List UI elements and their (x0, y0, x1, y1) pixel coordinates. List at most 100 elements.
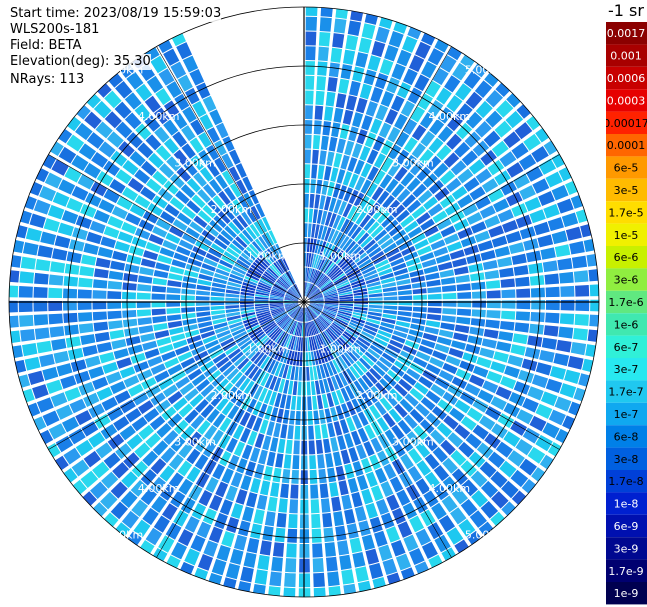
ray-cell (304, 134, 312, 149)
ray-cell (482, 259, 498, 271)
colorbar-swatch (606, 582, 647, 605)
ray-cell (349, 246, 362, 258)
ray-cell (358, 195, 370, 210)
ray-cell (513, 381, 530, 395)
ray-cell (191, 373, 206, 387)
ray-cell (508, 392, 526, 407)
ray-cell (107, 215, 124, 229)
ray-cell (379, 59, 394, 76)
ray-cell (258, 281, 272, 289)
ray-cell (158, 535, 175, 553)
ray-cell (380, 238, 394, 250)
ray-cell (258, 337, 270, 349)
ray-cell (107, 290, 122, 300)
ray-cell (383, 291, 398, 297)
ray-cell (562, 415, 575, 430)
ray-cell (324, 303, 339, 307)
ray-cell (235, 179, 248, 195)
ray-cell (452, 257, 467, 268)
ray-cell (305, 105, 314, 120)
ray-cell (321, 424, 329, 439)
ray-cell (272, 329, 283, 342)
ray-cell (100, 491, 118, 510)
ray-cell (465, 111, 483, 129)
ray-cell (410, 323, 425, 332)
ray-cell (307, 267, 311, 282)
ray-cell (397, 419, 412, 435)
ray-cell (318, 316, 329, 327)
ray-cell (456, 316, 471, 325)
ray-cell (411, 318, 426, 325)
ray-cell (230, 351, 244, 363)
ray-cell (350, 278, 365, 286)
ray-cell (318, 31, 331, 47)
ray-cell (171, 259, 187, 269)
ray-cell (92, 279, 108, 289)
ray-cell (309, 297, 324, 301)
ray-cell (317, 225, 324, 240)
ray-cell (292, 285, 301, 298)
ray-cell (454, 424, 471, 440)
colorbar-swatch (606, 447, 647, 470)
ray-cell (352, 249, 365, 261)
ray-cell (232, 218, 245, 232)
ray-cell (224, 225, 237, 239)
ray-cell (335, 465, 346, 481)
ray-cell (229, 548, 244, 565)
ray-cell (171, 33, 186, 47)
ray-cell (501, 501, 516, 516)
ray-cell (440, 439, 456, 456)
ray-cell (172, 219, 188, 232)
ray-cell (450, 450, 467, 466)
ray-cell (308, 288, 319, 298)
ray-cell (306, 267, 310, 282)
ray-cell (405, 257, 421, 267)
ray-cell (121, 221, 137, 235)
ray-cell (186, 448, 201, 465)
ray-cell (211, 429, 224, 445)
ray-cell (184, 363, 199, 375)
ray-cell (480, 250, 496, 261)
ray-cell (309, 303, 324, 308)
ray-cell (283, 334, 291, 348)
ray-cell (348, 324, 362, 333)
ray-cell (317, 334, 325, 348)
ray-cell (159, 484, 176, 501)
ray-cell (270, 407, 279, 422)
ray-cell (135, 123, 152, 140)
ray-cell (344, 240, 356, 254)
ray-cell (402, 194, 416, 208)
ray-cell (142, 507, 159, 526)
ray-cell (466, 212, 483, 225)
ray-cell (352, 363, 364, 377)
ray-cell (573, 270, 589, 283)
ray-cell (266, 451, 276, 467)
ray-cell (437, 126, 454, 143)
ray-cell (540, 247, 556, 260)
ray-cell (273, 422, 282, 438)
colorbar-tick-label: 1e-6 (614, 318, 639, 331)
ray-cell (176, 42, 193, 60)
ray-cell (349, 321, 363, 330)
ray-cell (22, 388, 35, 403)
ray-cell (92, 311, 108, 321)
ray-cell (471, 291, 486, 299)
ray-cell (374, 259, 389, 269)
ray-cell (575, 284, 590, 297)
ray-cell (190, 414, 205, 430)
ray-cell (400, 453, 414, 470)
ray-cell (285, 304, 299, 310)
ray-cell (231, 327, 246, 337)
ray-cell (228, 321, 243, 329)
ray-cell (182, 106, 197, 123)
ray-cell (228, 277, 243, 285)
ray-cell (169, 173, 185, 189)
ray-cell (82, 344, 98, 357)
ray-cell (202, 335, 217, 345)
ray-cell (285, 303, 299, 309)
ray-cell (194, 454, 209, 470)
colorbar-swatch (606, 313, 647, 336)
ray-cell (436, 422, 453, 438)
ray-cell (445, 355, 461, 367)
ray-cell (428, 180, 444, 195)
